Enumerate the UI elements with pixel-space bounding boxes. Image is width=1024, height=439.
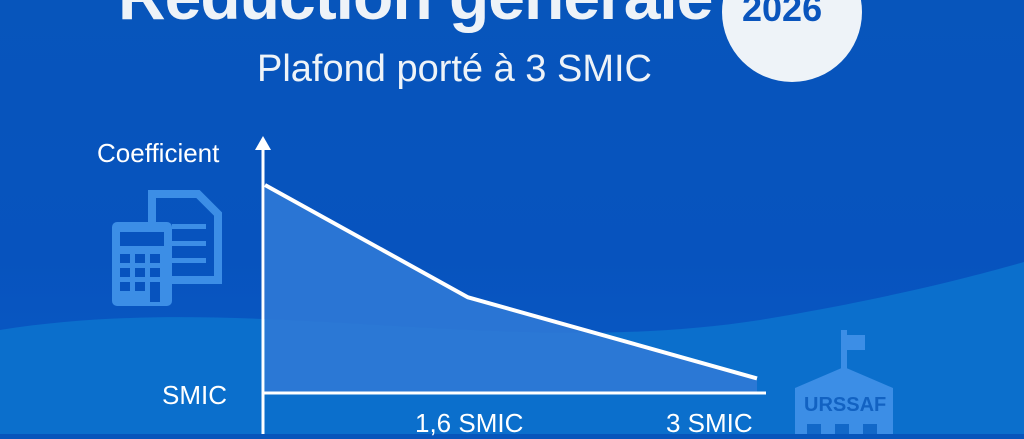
page-title: Réduction générale: [118, 0, 713, 34]
year-label: 2026: [742, 0, 823, 29]
y-axis-label: Coefficient: [97, 138, 220, 168]
y-tick-label: SMIC: [162, 380, 227, 410]
urssaf-label: URSSAF: [804, 394, 887, 416]
chart-line: [264, 183, 758, 381]
subtitle: Plafond porté à 3 SMIC: [257, 48, 652, 90]
y-axis-arrow: [255, 136, 271, 150]
chart-area: [265, 185, 757, 393]
x-tick-label-1: 1,6 SMIC: [415, 408, 524, 438]
x-tick-label-2: 3 SMIC: [666, 408, 753, 438]
